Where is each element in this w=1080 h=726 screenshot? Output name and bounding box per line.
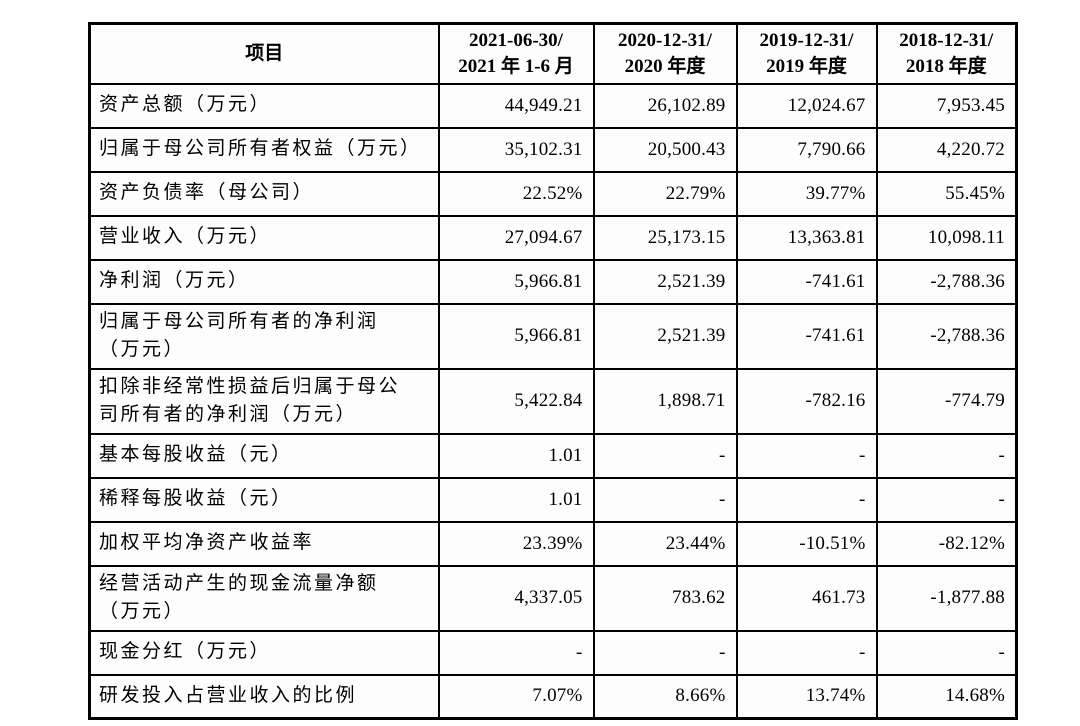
header-period-date: 2021-06-30/ (469, 30, 563, 52)
row-value: 783.62 (592, 564, 738, 632)
row-value: 39.77% (735, 170, 878, 217)
financial-summary-table-container: 项目 2021-06-30/ 2021 年 1-6 月 2020-12-31/ … (88, 22, 1018, 720)
row-value: - (592, 629, 738, 676)
table-row: 净利润（万元） 5,966.81 2,521.39 -741.61 -2,788.36 (88, 258, 1018, 305)
header-period-2021: 2021-06-30/ 2021 年 1-6 月 (437, 22, 595, 85)
row-value: -82.12% (875, 520, 1018, 567)
header-period-range: 2020 年度 (624, 55, 706, 77)
table-row: 加权平均净资产收益率 23.39% 23.44% -10.51% -82.12% (88, 520, 1018, 567)
row-value: -10.51% (735, 520, 878, 567)
row-label: 基本每股收益（元） (88, 432, 440, 479)
header-period-2018: 2018-12-31/ 2018 年度 (875, 22, 1018, 85)
table-row: 基本每股收益（元） 1.01- - - (88, 432, 1018, 479)
table-row: 营业收入（万元） 27,094.67 25,173.15 13,363.81 10,09… (88, 214, 1018, 261)
row-value: -1,877.88 (875, 564, 1018, 632)
row-value: 8.66% (592, 673, 738, 720)
row-value: -741.61 (735, 258, 878, 305)
row-value: 23.39% (437, 520, 595, 567)
financial-summary-table: 项目 2021-06-30/ 2021 年 1-6 月 2020-12-31/ … (88, 22, 1018, 720)
row-label: 净利润（万元） (88, 258, 440, 305)
row-label: 现金分红（万元） (88, 629, 440, 676)
row-value: 7,790.66 (735, 126, 878, 173)
row-value: 26,102.89 (592, 82, 738, 129)
row-value: 1.01 (437, 476, 595, 523)
row-label: 营业收入（万元） (88, 214, 440, 261)
row-label: 资产总额（万元） (88, 82, 440, 129)
row-value: - (735, 432, 878, 479)
table-row: 资产负债率（母公司） 22.52% 22.79% 39.77% 55.45% (88, 170, 1018, 217)
table-row: 资产总额（万元） 44,949.21 26,102.89 12,024.67 7,953… (88, 82, 1018, 129)
row-value: -741.61 (735, 302, 878, 370)
row-value: -2,788.36 (875, 258, 1018, 305)
row-value: 4,337.05 (437, 564, 595, 632)
row-value: -2,788.36 (875, 302, 1018, 370)
row-value: 461.73 (735, 564, 878, 632)
table-row: 经营活动产生的现金流量净额 （万元） 4,337.05 783.62 461.73 -1… (88, 564, 1018, 632)
row-value: - (875, 629, 1018, 676)
header-item-column: 项目 (88, 22, 440, 85)
table-body: 资产总额（万元） 44,949.21 26,102.89 12,024.67 7,953… (88, 82, 1018, 720)
row-label: 研发投入占营业收入的比例 (88, 673, 440, 720)
row-value: 22.52% (437, 170, 595, 217)
row-value: - (592, 432, 738, 479)
row-value: 44,949.21 (437, 82, 595, 129)
row-value: 23.44% (592, 520, 738, 567)
row-value: -782.16 (735, 367, 878, 435)
row-label: 资产负债率（母公司） (88, 170, 440, 217)
row-value: 4,220.72 (875, 126, 1018, 173)
row-label: 归属于母公司所有者权益（万元） (88, 126, 440, 173)
row-value: 1.01 (437, 432, 595, 479)
header-period-date: 2020-12-31/ (618, 30, 712, 52)
header-period-date: 2019-12-31/ (759, 30, 854, 52)
row-value: - (875, 432, 1018, 479)
row-label: 经营活动产生的现金流量净额 （万元） (88, 564, 440, 632)
row-value: 10,098.11 (875, 214, 1018, 261)
row-value: 25,173.15 (592, 214, 738, 261)
table-row: 稀释每股收益（元） 1.01- - - (88, 476, 1018, 523)
header-period-range: 2019 年度 (766, 55, 847, 77)
header-period-2019: 2019-12-31/ 2019 年度 (735, 22, 878, 85)
row-value: 12,024.67 (735, 82, 878, 129)
table-row: 归属于母公司所有者权益（万元） 35,102.31 20,500.43 7,790.6… (88, 126, 1018, 173)
row-value: 5,966.81 (437, 258, 595, 305)
row-value: 35,102.31 (437, 126, 595, 173)
row-value: 14.68% (875, 673, 1018, 720)
header-period-range: 2021 年 1-6 月 (458, 55, 574, 77)
row-label: 稀释每股收益（元） (88, 476, 440, 523)
row-value: - (735, 629, 878, 676)
header-period-date: 2018-12-31/ (899, 30, 994, 52)
row-value: 7,953.45 (875, 82, 1018, 129)
row-label: 扣除非经常性损益后归属于母公 司所有者的净利润（万元） (88, 367, 440, 435)
row-value: 2,521.39 (592, 258, 738, 305)
row-value: - (735, 476, 878, 523)
row-value: - (592, 476, 738, 523)
table-row: 现金分红（万元） - - - - (88, 629, 1018, 676)
header-row: 项目 2021-06-30/ 2021 年 1-6 月 2020-12-31/ … (88, 22, 1018, 85)
row-value: 13,363.81 (735, 214, 878, 261)
row-value: 5,966.81 (437, 302, 595, 370)
row-value: 1,898.71 (592, 367, 738, 435)
header-period-range: 2018 年度 (905, 55, 987, 77)
row-label: 加权平均净资产收益率 (88, 520, 440, 567)
row-value: 27,094.67 (437, 214, 595, 261)
row-label: 归属于母公司所有者的净利润 （万元） (88, 302, 440, 370)
table-row: 研发投入占营业收入的比例 7.07% 8.66% 13.74% 14.68% (88, 673, 1018, 720)
row-value: - (875, 476, 1018, 523)
row-value: 2,521.39 (592, 302, 738, 370)
row-value: 13.74% (735, 673, 878, 720)
header-period-2020: 2020-12-31/ 2020 年度 (592, 22, 738, 85)
row-value: - (437, 629, 595, 676)
row-value: 5,422.84 (437, 367, 595, 435)
row-value: 20,500.43 (592, 126, 738, 173)
row-value: 22.79% (592, 170, 738, 217)
table-row: 扣除非经常性损益后归属于母公 司所有者的净利润（万元） 5,422.84 1,898… (88, 367, 1018, 435)
row-value: -774.79 (875, 367, 1018, 435)
row-value: 55.45% (875, 170, 1018, 217)
table-row: 归属于母公司所有者的净利润 （万元） 5,966.81 2,521.39 -741.6… (88, 302, 1018, 370)
row-value: 7.07% (437, 673, 595, 720)
